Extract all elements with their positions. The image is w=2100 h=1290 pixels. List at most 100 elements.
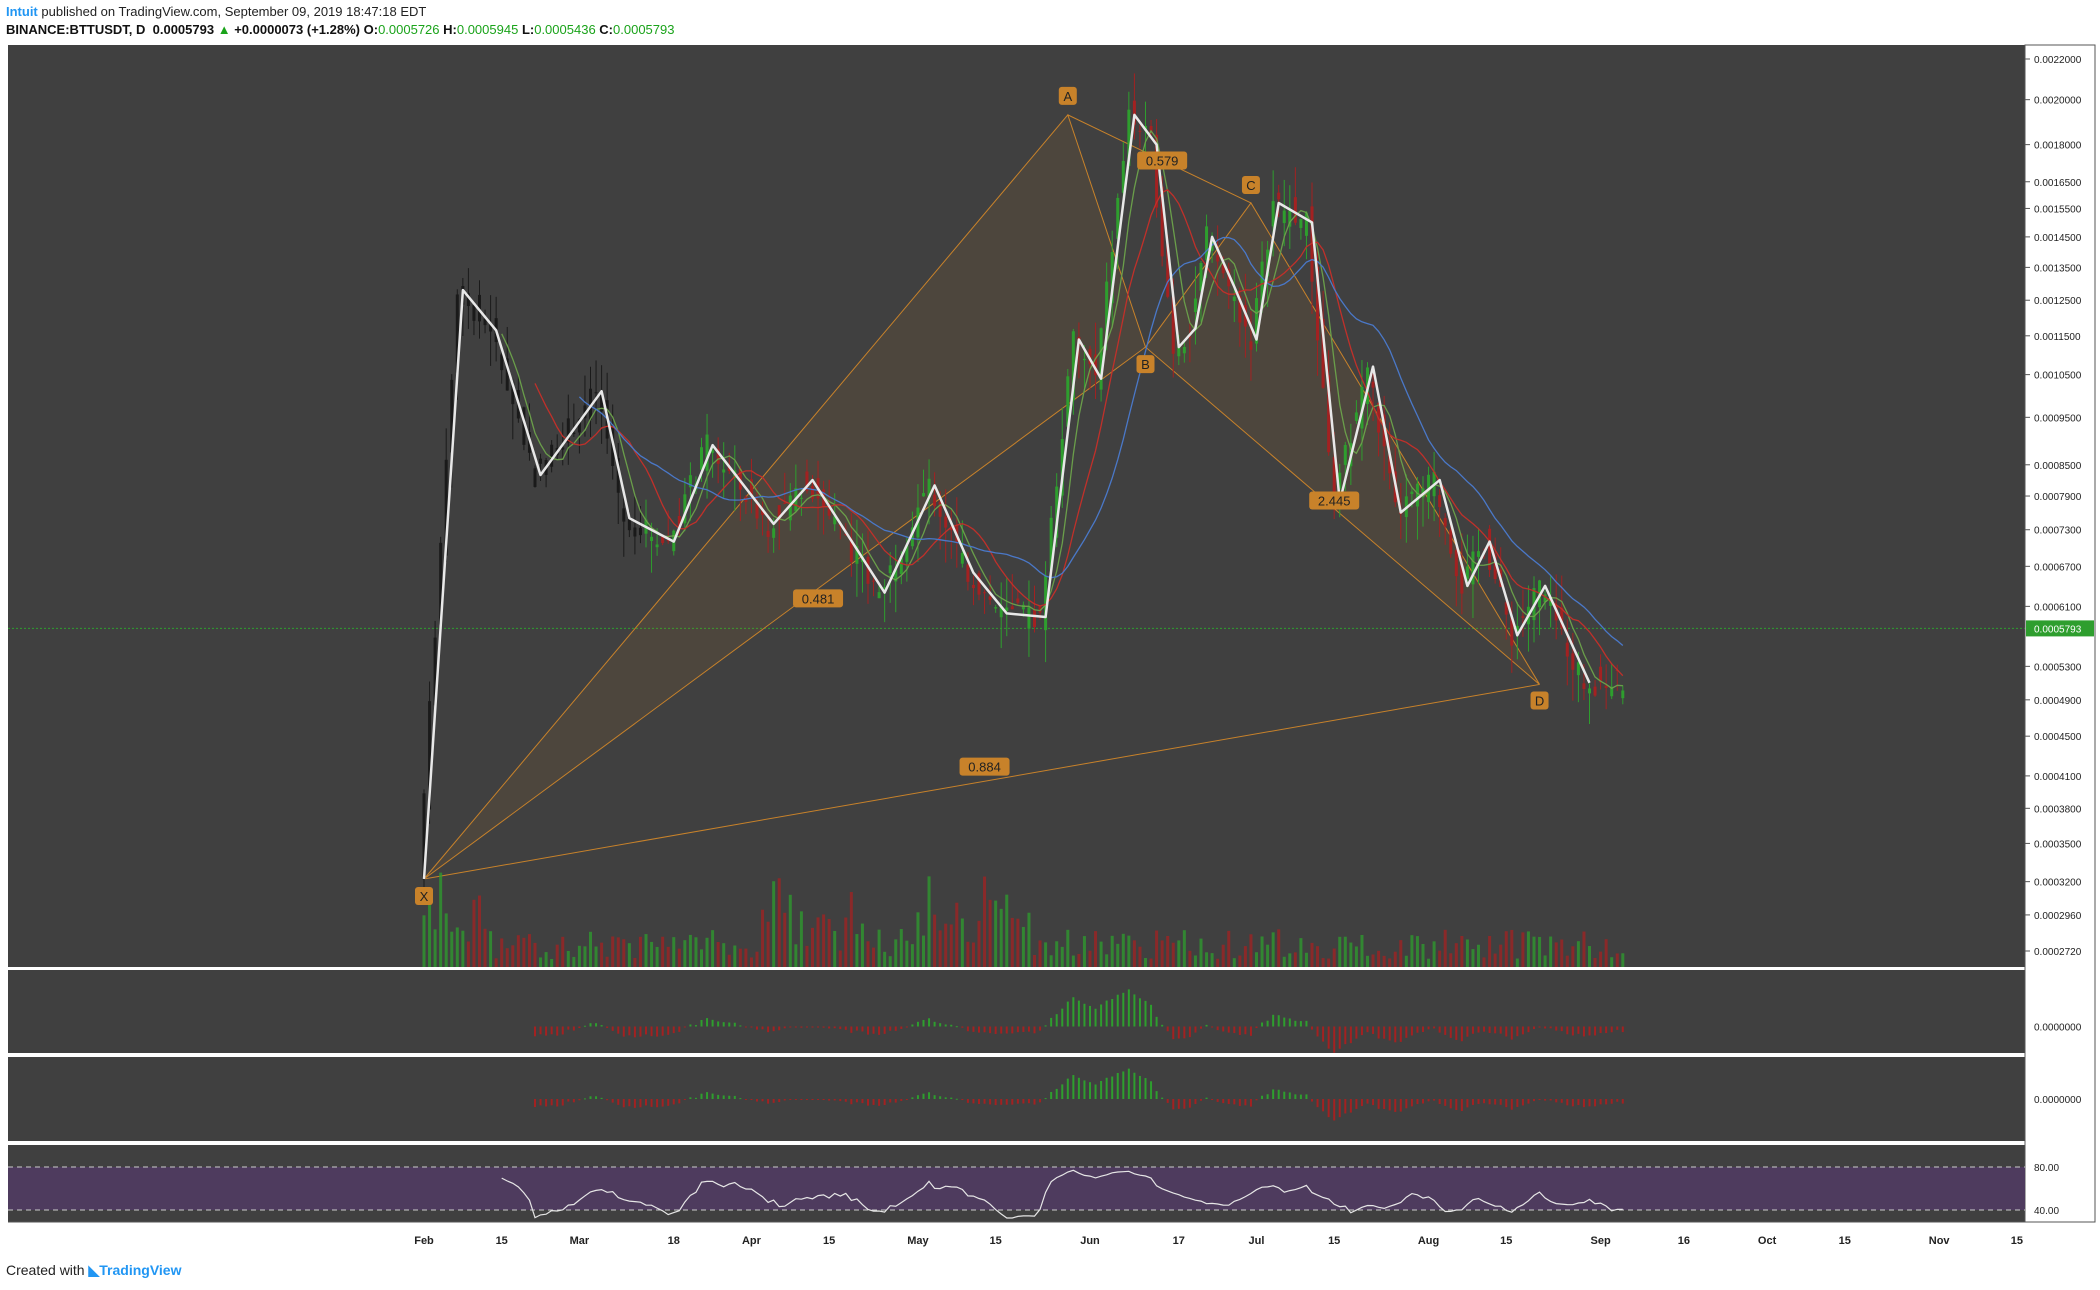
histogram-bar [1277, 1089, 1280, 1099]
candle-body [1582, 683, 1586, 689]
volume-bar [1199, 938, 1203, 967]
candle-body [772, 528, 776, 538]
volume-bar [1421, 943, 1425, 967]
histogram-bar [900, 1026, 903, 1029]
histogram-bar [1072, 1075, 1075, 1099]
candle-body [983, 592, 987, 594]
volume-bar [910, 944, 914, 967]
volume-bar [644, 934, 648, 967]
histogram-bar [1422, 1099, 1424, 1104]
price-tick-label: 0.0002720 [2034, 947, 2082, 958]
volume-bar [1127, 935, 1131, 967]
point-label-x-box [415, 886, 433, 905]
volume-bar [650, 941, 654, 967]
candle-body [761, 508, 765, 515]
tradingview-logo-icon[interactable]: ◣ [88, 1262, 100, 1278]
histogram-bar [1172, 1099, 1175, 1110]
histogram-bar [633, 1099, 636, 1108]
histogram-bar [1344, 1099, 1347, 1114]
volume-bar [489, 931, 493, 967]
histogram-bar [1039, 1099, 1042, 1103]
volume-bar [877, 929, 881, 967]
volume-bar [533, 942, 537, 967]
histogram-bar [1571, 1099, 1574, 1107]
tradingview-brand[interactable]: TradingView [99, 1262, 182, 1278]
histogram-bar [578, 1099, 581, 1101]
volume-bar [1099, 941, 1103, 967]
time-tick-label: 15 [1839, 1235, 1851, 1247]
histogram-bar [1566, 1026, 1569, 1035]
candle-body [616, 457, 620, 493]
histogram-bar [861, 1099, 864, 1104]
histogram-bar [1194, 1099, 1197, 1104]
candle-body [1116, 197, 1120, 239]
histogram-bar [1305, 1094, 1308, 1099]
volume-bar [1554, 942, 1558, 967]
histogram-bar [744, 1026, 747, 1028]
symbol-label[interactable]: BINANCE:BTTUSDT, D [6, 22, 146, 37]
histogram-bar [1077, 1000, 1080, 1027]
volume-bar [494, 958, 498, 967]
histogram-bar [1327, 1099, 1330, 1118]
histogram-bar [1261, 1022, 1264, 1027]
histogram-bar [611, 1026, 614, 1031]
ratio-label: 2.445 [1318, 493, 1351, 508]
volume-bar [1521, 932, 1525, 967]
volume-bar [899, 929, 903, 967]
volume-bar [1343, 936, 1347, 967]
time-tick-label: 18 [668, 1235, 680, 1247]
candle-body [1010, 606, 1014, 610]
volume-bar [1232, 958, 1236, 967]
histogram-bar [1094, 1008, 1097, 1027]
price-tick-label: 0.0018000 [2034, 141, 2082, 152]
histogram-bar [1188, 1099, 1191, 1108]
volume-bar [566, 950, 570, 967]
volume-bar [1033, 954, 1036, 967]
histogram-bar [1033, 1099, 1036, 1105]
histogram-bar [1122, 992, 1125, 1027]
time-tick-label: Mar [570, 1235, 590, 1247]
histogram-bar [1483, 1026, 1486, 1032]
volume-bar [483, 928, 487, 967]
candle-body [1521, 616, 1525, 618]
candle-body [777, 505, 781, 521]
histogram-bar [1133, 994, 1136, 1027]
histogram-bar [811, 1026, 814, 1028]
candle-body [894, 569, 898, 582]
candle-body [1138, 130, 1142, 132]
time-tick-label: Jun [1080, 1235, 1100, 1247]
histogram-bar [922, 1019, 925, 1027]
histogram-bar [572, 1026, 575, 1031]
histogram-bar [1022, 1026, 1025, 1032]
candle-body [478, 294, 481, 322]
volume-bar [1354, 946, 1358, 967]
volume-bar [1582, 931, 1586, 967]
close-value: 0.0005793 [613, 22, 675, 37]
histogram-bar [1433, 1026, 1436, 1029]
histogram-bar [883, 1026, 886, 1034]
histogram-bar [1244, 1026, 1247, 1035]
histogram-bar [1466, 1099, 1469, 1108]
candle-body [1488, 528, 1492, 570]
price-tick-label: 0.0020000 [2034, 96, 2082, 107]
volume-bar [1404, 955, 1408, 967]
histogram-bar [972, 1099, 975, 1104]
histogram-bar [1316, 1099, 1319, 1108]
candle-body [466, 293, 470, 307]
publisher-name[interactable]: Intuit [6, 4, 38, 19]
histogram-bar [1138, 998, 1141, 1027]
price-tick-label: 0.0006100 [2034, 602, 2082, 613]
histogram-bar [966, 1099, 969, 1103]
volume-bar [1565, 955, 1569, 967]
histogram-bar [1316, 1026, 1319, 1037]
ratio-label-box [1137, 151, 1188, 170]
volume-bar [872, 947, 876, 967]
candle-body [1005, 607, 1009, 611]
candle-body [688, 475, 692, 488]
candle-body [927, 478, 931, 498]
volume-bar [1360, 934, 1364, 967]
histogram-bar [1355, 1026, 1358, 1039]
histogram-bar [1233, 1099, 1236, 1105]
candle-body [788, 495, 792, 521]
